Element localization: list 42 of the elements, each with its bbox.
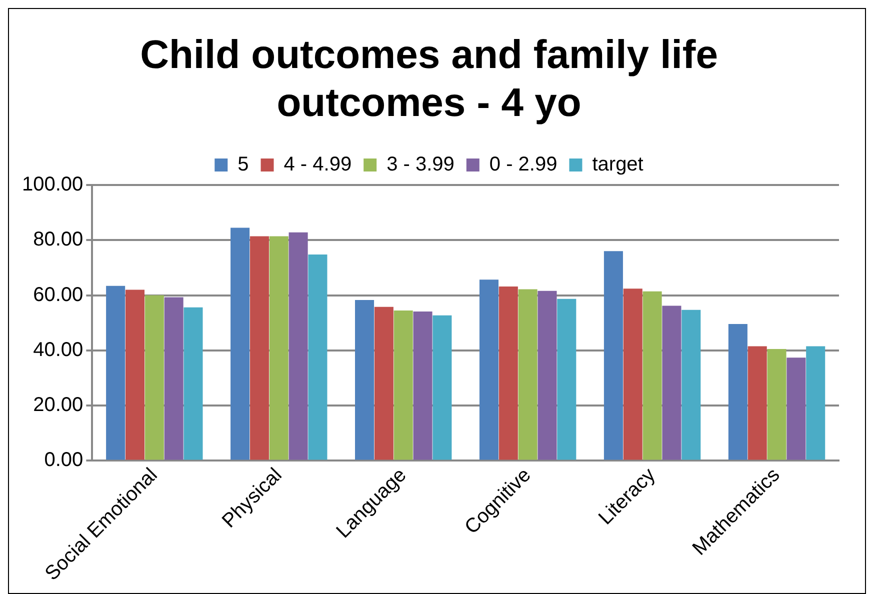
bar: [498, 286, 518, 460]
bar: [538, 290, 557, 460]
bar: [748, 346, 767, 460]
bar: [394, 310, 413, 460]
bar: [518, 289, 538, 460]
bar: [250, 236, 269, 460]
bar: [623, 288, 642, 460]
bar: [479, 280, 498, 460]
bar: [164, 297, 184, 460]
bar: [642, 291, 662, 460]
bar: [184, 307, 203, 460]
bar: [432, 315, 452, 460]
y-tick-label: 60.00: [33, 284, 84, 306]
bar: [355, 300, 374, 460]
bar: [288, 232, 308, 460]
bar: [557, 298, 576, 460]
legend-label: target: [592, 154, 644, 176]
bar: [604, 251, 623, 460]
y-tick-label: 40.00: [33, 338, 84, 361]
bar: [144, 295, 164, 460]
chart-title: Child outcomes and family life outcomes - 4 yo: [140, 33, 718, 126]
y-tick-label: 80.00: [33, 228, 84, 251]
bar: [269, 236, 288, 460]
bar: [767, 349, 786, 460]
bar: [806, 346, 826, 460]
bar: [682, 310, 701, 460]
bar: [786, 358, 806, 460]
bar: [308, 254, 328, 460]
legend-label: 5: [238, 154, 249, 176]
bar: [374, 306, 394, 460]
legend-label: 4 - 4.99: [284, 154, 352, 176]
bar: [230, 228, 250, 460]
y-tick-label: 100.00: [22, 174, 84, 196]
legend-label: 3 - 3.99: [386, 154, 454, 176]
legend-label: 0 - 2.99: [489, 154, 558, 176]
y-tick-label: 0.00: [44, 449, 84, 472]
bar: [106, 286, 126, 460]
bar: [662, 306, 682, 460]
bar: [413, 312, 432, 460]
bar: [125, 290, 145, 460]
bar: [728, 324, 748, 460]
y-tick-label: 20.00: [33, 394, 84, 416]
